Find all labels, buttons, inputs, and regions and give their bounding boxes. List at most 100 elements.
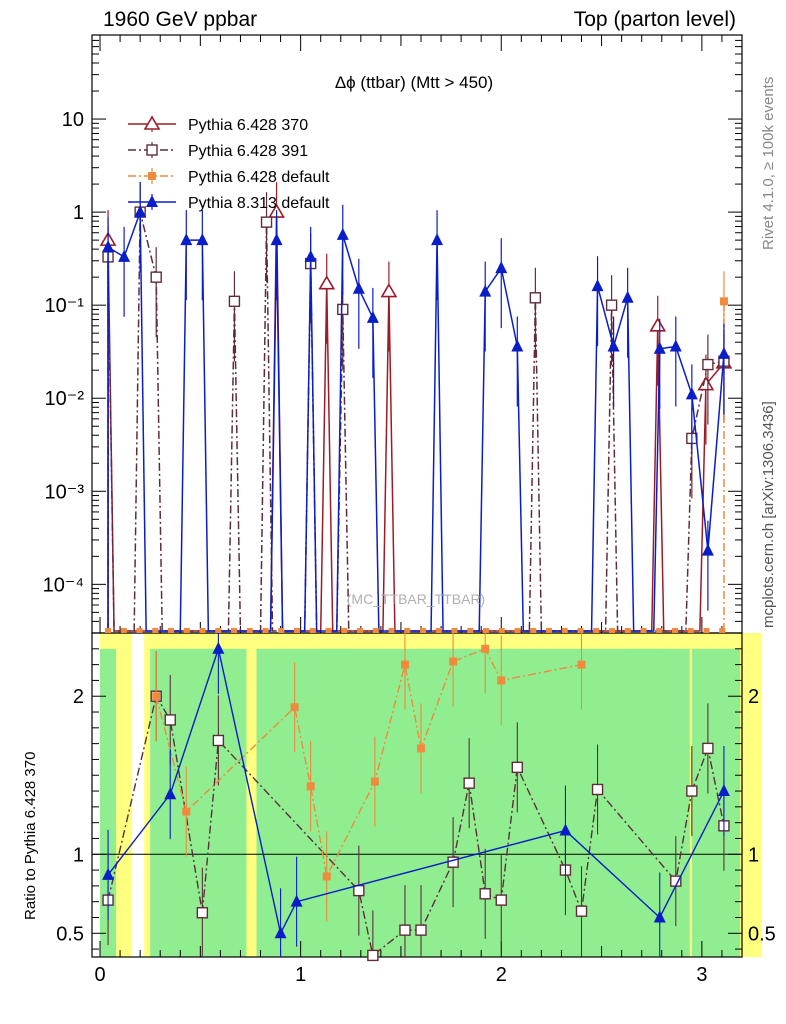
data-point bbox=[702, 358, 714, 371]
y-tick-label: 10⁻⁴ bbox=[43, 574, 84, 596]
data-point bbox=[607, 339, 620, 352]
ratio-point bbox=[353, 884, 365, 897]
data-point bbox=[717, 346, 730, 359]
data-point bbox=[669, 339, 682, 352]
main-plot-area bbox=[99, 182, 733, 633]
x-tick-label: 2 bbox=[496, 964, 507, 986]
floor-marker bbox=[561, 628, 568, 633]
ratio-point bbox=[196, 907, 209, 919]
ratio-plot-area bbox=[102, 633, 730, 962]
data-point bbox=[701, 543, 714, 556]
data-point bbox=[605, 299, 618, 311]
floor-marker bbox=[498, 628, 505, 633]
x-tick-label: 1 bbox=[295, 964, 306, 986]
floor-marker bbox=[593, 628, 600, 633]
data-point bbox=[304, 249, 317, 262]
legend-label-0: Pythia 6.428 370 bbox=[188, 117, 308, 134]
ratio-point bbox=[290, 703, 299, 712]
legend-label-3: Pythia 8.313 default bbox=[188, 195, 330, 212]
data-point bbox=[102, 240, 115, 253]
ratio-point bbox=[399, 924, 411, 936]
legend-marker-2 bbox=[148, 172, 156, 180]
data-point bbox=[180, 233, 193, 246]
floor-marker bbox=[404, 628, 411, 633]
ratio-point bbox=[511, 761, 524, 774]
data-point bbox=[495, 261, 508, 274]
series-line-0 bbox=[107, 212, 725, 632]
legend: Pythia 6.428 370 Pythia 6.428 391 Pythia 6… bbox=[128, 115, 330, 212]
floor-marker bbox=[514, 628, 521, 633]
floor-marker bbox=[199, 628, 206, 633]
ratio-frame bbox=[91, 632, 743, 958]
data-point bbox=[260, 216, 273, 228]
ratio-point bbox=[575, 905, 588, 917]
green-band-8 bbox=[691, 648, 740, 957]
floor-marker bbox=[325, 628, 332, 633]
header-energy: 1960 GeV ppbar bbox=[103, 8, 258, 31]
data-point bbox=[228, 295, 241, 308]
ratio-point bbox=[702, 742, 714, 755]
series-line-1 bbox=[107, 211, 725, 632]
floor-marker bbox=[120, 628, 127, 633]
floor-marker bbox=[278, 628, 285, 633]
ratio-tick-label: 1 bbox=[73, 844, 84, 866]
floor-marker bbox=[231, 628, 238, 633]
data-point bbox=[336, 227, 349, 240]
floor-marker bbox=[388, 628, 395, 633]
floor-marker bbox=[136, 628, 143, 633]
ratio-point bbox=[479, 888, 491, 900]
ratio-point bbox=[164, 714, 176, 726]
ratio-point bbox=[370, 777, 379, 786]
ratio-point bbox=[164, 787, 177, 800]
data-point bbox=[479, 284, 492, 297]
ratio-point bbox=[322, 872, 331, 881]
floor-marker bbox=[609, 628, 615, 633]
floor-marker bbox=[420, 628, 427, 633]
data-point bbox=[380, 282, 398, 298]
data-point bbox=[270, 233, 283, 246]
green-band-7 bbox=[625, 648, 690, 957]
ratio-point bbox=[274, 926, 287, 939]
floor-marker bbox=[341, 628, 348, 633]
floor-marker bbox=[152, 628, 159, 633]
series-line-3 bbox=[107, 211, 725, 632]
series-0 bbox=[99, 182, 733, 632]
floor-marker bbox=[546, 628, 553, 633]
data-point bbox=[366, 310, 379, 323]
data-point bbox=[134, 205, 147, 218]
data-point bbox=[591, 279, 604, 292]
series-3 bbox=[102, 182, 730, 632]
green-band-0 bbox=[100, 648, 117, 957]
floor-marker bbox=[624, 628, 631, 633]
floor-marker bbox=[435, 628, 442, 633]
floor-marker bbox=[168, 628, 175, 633]
green-band-1 bbox=[150, 648, 247, 957]
ratio-point bbox=[463, 777, 475, 789]
data-point bbox=[118, 249, 131, 262]
ratio-point bbox=[653, 910, 666, 923]
floor-marker bbox=[357, 628, 364, 633]
data-point bbox=[150, 271, 162, 283]
ratio-line-2 bbox=[107, 646, 725, 936]
floor-marker bbox=[687, 628, 694, 633]
data-point bbox=[685, 387, 698, 400]
data-point bbox=[196, 233, 209, 246]
ratio-tick-label: 2 bbox=[73, 686, 84, 708]
ratio-point bbox=[481, 644, 490, 653]
floor-marker bbox=[577, 628, 584, 633]
ratio-point bbox=[182, 807, 191, 816]
y-tick-label: 10⁻³ bbox=[45, 481, 85, 503]
x-tick-label: 3 bbox=[696, 964, 707, 986]
floor-marker bbox=[703, 628, 710, 633]
data-point bbox=[719, 297, 728, 306]
data-point bbox=[352, 281, 365, 294]
y-tick-label: 10 bbox=[62, 109, 84, 131]
ratio-point bbox=[152, 692, 161, 701]
floor-marker bbox=[262, 628, 269, 633]
y-tick-label: 10⁻² bbox=[45, 388, 85, 410]
ratio-point bbox=[591, 783, 604, 796]
floor-marker bbox=[530, 628, 537, 633]
ratio-point bbox=[686, 785, 698, 797]
legend-marker-1 bbox=[146, 144, 158, 156]
